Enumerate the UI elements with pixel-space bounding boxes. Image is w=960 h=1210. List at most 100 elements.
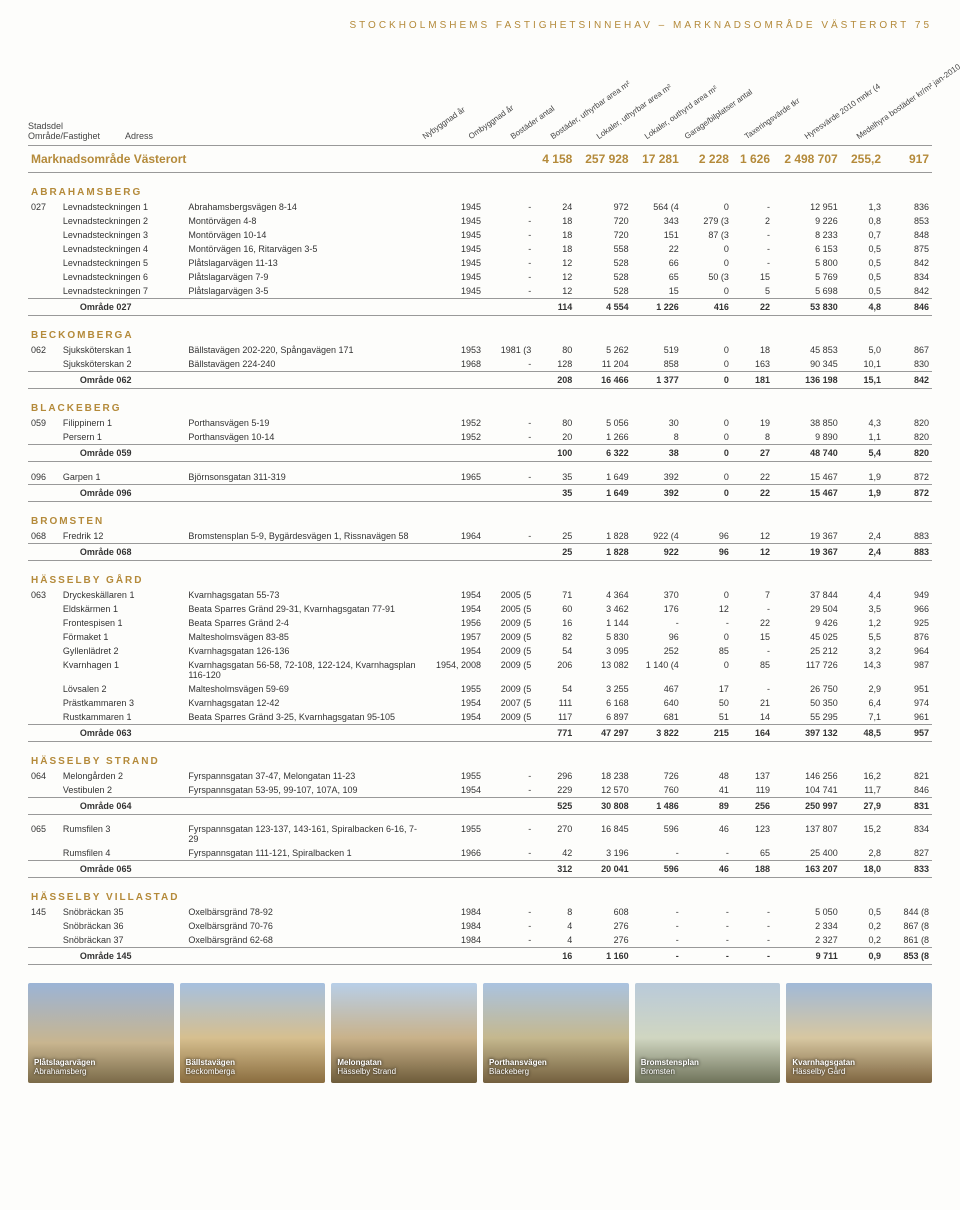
cell: 163 207 xyxy=(773,861,841,878)
cell xyxy=(425,948,484,965)
cell: 2 498 707 xyxy=(773,146,841,173)
area-code xyxy=(28,710,60,725)
address: Montörvägen 16, Ritarvägen 3-5 xyxy=(185,242,424,256)
cell: 3,5 xyxy=(841,602,884,616)
cell: 830 xyxy=(884,357,932,372)
cell: 1955 xyxy=(425,769,484,783)
cell: 4,3 xyxy=(841,416,884,430)
area-code: 145 xyxy=(28,905,60,919)
cell: 45 025 xyxy=(773,630,841,644)
cell: 2 334 xyxy=(773,919,841,933)
cell: 38 xyxy=(632,445,682,462)
address: Bromstensplan 5-9, Bygärdesvägen 1, Riss… xyxy=(185,529,424,544)
cell: 0 xyxy=(682,284,732,299)
area-code xyxy=(28,284,60,299)
cell: 0,9 xyxy=(841,948,884,965)
area-code: 062 xyxy=(28,343,60,357)
cell: 18 xyxy=(534,242,575,256)
cell: 48,5 xyxy=(841,724,884,741)
cell: 0 xyxy=(682,416,732,430)
cell: 1953 xyxy=(425,343,484,357)
cell: 24 xyxy=(534,200,575,214)
cell: 1 226 xyxy=(632,299,682,316)
cell: 842 xyxy=(884,284,932,299)
cell: 38 850 xyxy=(773,416,841,430)
cell: 82 xyxy=(534,630,575,644)
cell: 1954 xyxy=(425,644,484,658)
cell: 2009 (5 xyxy=(484,682,534,696)
cell: 848 xyxy=(884,228,932,242)
table-row: 068 Fredrik 12 Bromstensplan 5-9, Bygärd… xyxy=(28,529,932,544)
cell: 844 (8 xyxy=(884,905,932,919)
cell: 15 467 xyxy=(773,470,841,485)
cell: 137 xyxy=(732,769,773,783)
property-name: Rumsfilen 3 xyxy=(60,822,185,846)
cell: 2 327 xyxy=(773,933,841,948)
cell: 525 xyxy=(534,797,575,814)
cell: 1981 (3 xyxy=(484,343,534,357)
area-code xyxy=(28,357,60,372)
cell: 820 xyxy=(884,445,932,462)
section-header: HÄSSELBY VILLASTAD xyxy=(28,878,932,906)
cell: - xyxy=(732,242,773,256)
cell: 842 xyxy=(884,256,932,270)
table-row: 096 Garpen 1 Björnsonsgatan 311-319 1965… xyxy=(28,470,932,485)
cell xyxy=(484,445,534,462)
address: Porthansvägen 5-19 xyxy=(185,416,424,430)
table-row: Eldskärmen 1 Beata Sparres Gränd 29-31, … xyxy=(28,602,932,616)
cell: 12 xyxy=(534,256,575,270)
property-name: Filippinern 1 xyxy=(60,416,185,430)
address: Oxelbärsgränd 70-76 xyxy=(185,919,424,933)
cell: 42 xyxy=(534,846,575,861)
cell: 10,1 xyxy=(841,357,884,372)
cell: 15 467 xyxy=(773,484,841,501)
cell: 4 158 xyxy=(534,146,575,173)
cell: 50 (3 xyxy=(682,270,732,284)
cell: - xyxy=(732,228,773,242)
cell: 8 233 xyxy=(773,228,841,242)
spacer xyxy=(28,814,932,822)
cell: 19 xyxy=(732,416,773,430)
area-code: 063 xyxy=(28,588,60,602)
cell: - xyxy=(732,933,773,948)
cell: 831 xyxy=(884,797,932,814)
cell: 1 266 xyxy=(575,430,631,445)
cell: 1954 xyxy=(425,602,484,616)
cell: 29 504 xyxy=(773,602,841,616)
cell: 5 262 xyxy=(575,343,631,357)
cell: 7,1 xyxy=(841,710,884,725)
cell: 16 xyxy=(534,616,575,630)
cell: 2,9 xyxy=(841,682,884,696)
cell: 1 160 xyxy=(575,948,631,965)
cell: 163 xyxy=(732,357,773,372)
cell: 876 xyxy=(884,630,932,644)
property-name: Levnadsteckningen 1 xyxy=(60,200,185,214)
cell: - xyxy=(682,933,732,948)
cell: 25 xyxy=(534,543,575,560)
cell xyxy=(425,372,484,389)
cell: - xyxy=(732,948,773,965)
cell: 2005 (5 xyxy=(484,602,534,616)
cell: 9 711 xyxy=(773,948,841,965)
sum-row: Område 062 20816 4661 3770181136 19815,1… xyxy=(28,372,932,389)
sum-label: Område 059 xyxy=(60,445,425,462)
cell: 12 xyxy=(682,602,732,616)
table-row: Rustkammaren 1 Beata Sparres Gränd 3-25,… xyxy=(28,710,932,725)
area-code: 059 xyxy=(28,416,60,430)
cell: 1,3 xyxy=(841,200,884,214)
property-name: Levnadsteckningen 3 xyxy=(60,228,185,242)
cell: 951 xyxy=(884,682,932,696)
area-code xyxy=(28,696,60,710)
cell: 0 xyxy=(682,200,732,214)
cell: 1984 xyxy=(425,919,484,933)
cell: 872 xyxy=(884,484,932,501)
cell: 846 xyxy=(884,783,932,798)
area-code: 064 xyxy=(28,769,60,783)
cell: 2009 (5 xyxy=(484,616,534,630)
cell: 1954 xyxy=(425,710,484,725)
cell: 5 056 xyxy=(575,416,631,430)
property-name: Eldskärmen 1 xyxy=(60,602,185,616)
property-name: Snöbräckan 37 xyxy=(60,933,185,948)
cell: 1956 xyxy=(425,616,484,630)
cell: 1 649 xyxy=(575,484,631,501)
